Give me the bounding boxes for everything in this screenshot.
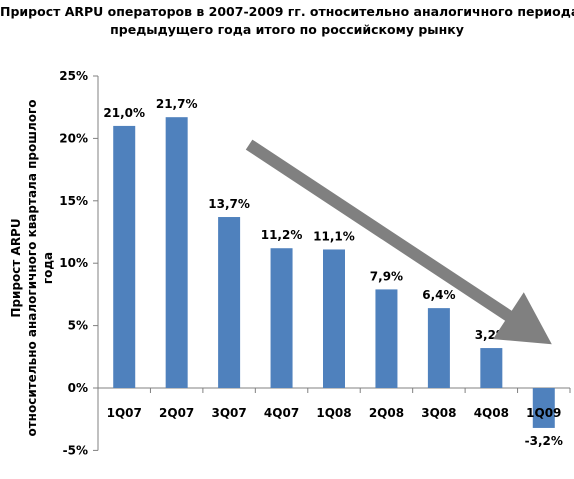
y-tick-label: 25% [59,69,88,83]
y-axis-title: Прирост ARPU относительно аналогичного к… [9,99,55,436]
bar-1Q09 [532,388,555,428]
bar-3Q07 [218,217,241,388]
data-label-1Q08: 11,1% [313,229,355,243]
y-tick-label: 15% [59,194,88,208]
y-tick-label: 20% [59,131,88,145]
y-axis-title-line-2: относительно аналогичного квартала прошл… [25,99,39,436]
chart-title-line-1: Прирост ARPU операторов в 2007-2009 гг. … [0,4,574,19]
data-label-3Q08: 6,4% [422,288,455,302]
bar-4Q07 [270,248,293,388]
x-tick-label-2Q08: 2Q08 [369,406,404,420]
x-tick-label-1Q08: 1Q08 [316,406,351,420]
bar-3Q08 [427,308,450,388]
bar-4Q08 [480,348,503,388]
trend-arrow [245,139,552,345]
x-tick-label-4Q08: 4Q08 [474,406,509,420]
data-label-4Q07: 11,2% [261,228,303,242]
chart-title-line-2: предыдущего года итого по российскому ры… [110,22,464,37]
data-label-1Q07: 21,0% [103,106,145,120]
x-tick-label-4Q07: 4Q07 [264,406,299,420]
bar-1Q08 [323,249,345,388]
data-label-2Q08: 7,9% [370,269,403,283]
x-tick-label-3Q08: 3Q08 [421,406,456,420]
plot-area: 25% 20% 15% 10% 5% 0% -5% 21,0% 1Q07 21,7% 2Q07 13,… [59,69,571,457]
y-axis-title-line-3: года [41,252,55,284]
y-tick-label: 10% [59,256,88,270]
x-tick-label-1Q07: 1Q07 [107,406,142,420]
data-label-2Q07: 21,7% [156,97,198,111]
y-tick-label: 0% [68,381,88,395]
bar-2Q07 [165,117,188,389]
y-tick-label: 5% [68,319,88,333]
data-label-1Q09: -3,2% [525,434,563,448]
y-tick-label: -5% [63,443,88,457]
x-tick-label-1Q09: 1Q09 [526,406,561,420]
x-tick-label-2Q07: 2Q07 [159,406,194,420]
chart-title: Прирост ARPU операторов в 2007-2009 гг. … [0,3,574,39]
data-label-3Q07: 13,7% [208,197,250,211]
y-axis-title-line-1: Прирост ARPU [9,218,23,317]
bar-2Q08 [375,289,398,388]
bar-1Q07 [113,125,136,389]
x-tick-label-3Q07: 3Q07 [211,406,246,420]
